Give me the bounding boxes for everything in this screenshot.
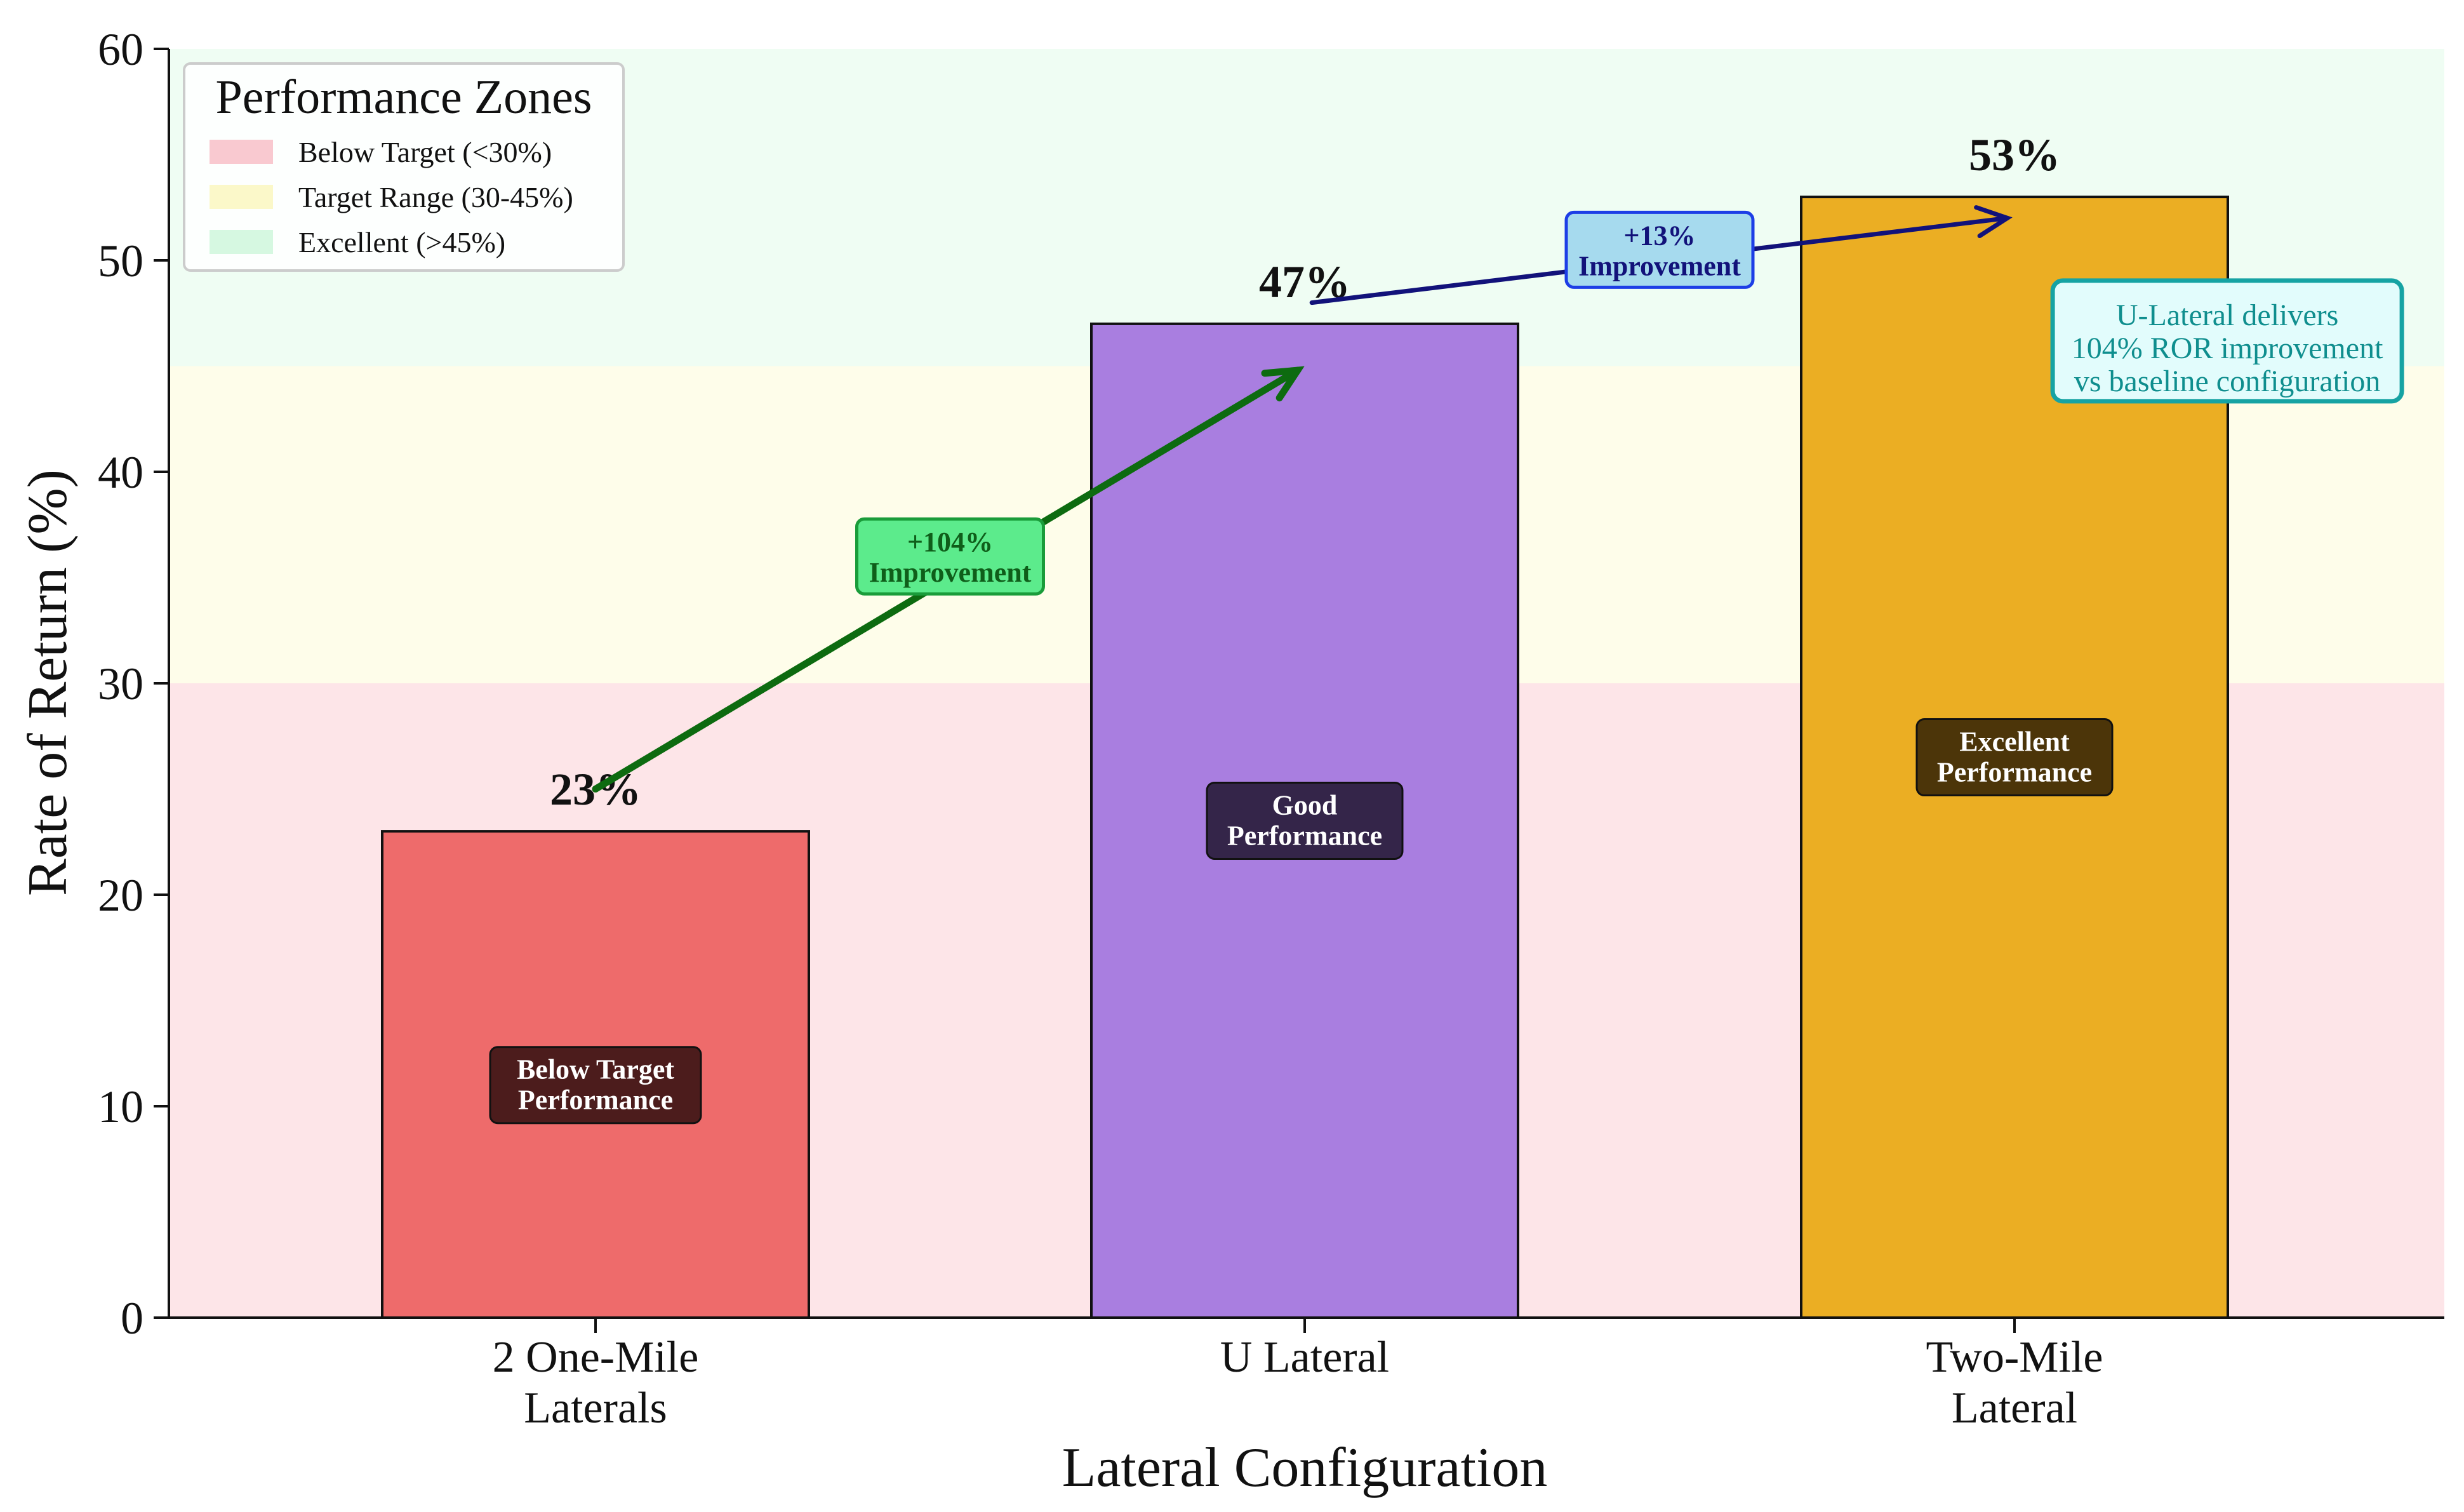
note-box — [2050, 278, 2404, 404]
annotations: +104%Improvement+13%ImprovementU-Lateral… — [592, 205, 2404, 793]
improvement-annotation: +13%Improvement — [1309, 205, 2013, 305]
y-tick-label: 10 — [98, 1081, 143, 1132]
badge-label: Good — [1272, 789, 1338, 820]
badge-label: Performance — [518, 1085, 673, 1116]
badge-box — [489, 1046, 702, 1125]
annotation-label: Improvement — [869, 557, 1032, 588]
x-axis-title: Lateral Configuration — [1062, 1437, 1548, 1499]
x-tick-label: Laterals — [524, 1384, 667, 1433]
legend-swatch — [210, 185, 273, 209]
badge-label: Excellent — [1959, 726, 2070, 758]
badge-label: Performance — [1227, 820, 1382, 851]
note-line: vs baseline configuration — [2074, 365, 2381, 398]
y-tick-label: 40 — [98, 447, 143, 498]
legend-box — [183, 62, 625, 272]
annotation-label: +104% — [907, 526, 993, 558]
annotation-label: +13% — [1623, 220, 1695, 251]
legend-label: Excellent (>45%) — [298, 226, 505, 258]
badge-box — [1206, 781, 1404, 860]
improvement-annotation: +104%Improvement — [592, 366, 1305, 793]
y-tick-label: 60 — [98, 24, 143, 75]
legend-label: Below Target (<30%) — [298, 136, 552, 168]
data-label: 53% — [1969, 130, 2060, 180]
x-tick-label: Lateral — [1952, 1384, 2077, 1433]
note-line: U-Lateral delivers — [2116, 298, 2338, 332]
bars: Below TargetPerformanceGoodPerformanceEx… — [381, 196, 2229, 1320]
y-tick-label: 20 — [98, 870, 143, 921]
legend: Performance Zones Below Target (<30%) Targ… — [183, 62, 625, 272]
annotation-box — [855, 517, 1045, 596]
arrow-head — [1261, 366, 1305, 402]
y-tick-label: 30 — [98, 659, 143, 709]
arrow-head — [1974, 205, 2013, 239]
x-tick-label: U Lateral — [1220, 1333, 1389, 1382]
badge-box — [1915, 718, 2114, 797]
legend-label: Target Range (30-45%) — [298, 181, 573, 213]
legend-swatch — [210, 140, 273, 164]
x-tick-label: Two-Mile — [1926, 1333, 2103, 1382]
y-tick-label: 50 — [98, 236, 143, 286]
bar — [381, 830, 810, 1319]
badge-label: Below Target — [517, 1054, 674, 1085]
note-line: 104% ROR improvement — [2072, 331, 2383, 365]
y-tick-label: 0 — [121, 1293, 143, 1344]
badge-label: Performance — [1937, 757, 2092, 788]
x-tick-label: 2 One-Mile — [493, 1333, 699, 1382]
legend-swatch — [210, 230, 273, 254]
legend-title: Performance Zones — [216, 70, 592, 124]
annotation-label: Improvement — [1578, 250, 1741, 281]
y-axis-title: Rate of Return (%) — [17, 469, 79, 896]
annotation-box — [1564, 210, 1755, 289]
